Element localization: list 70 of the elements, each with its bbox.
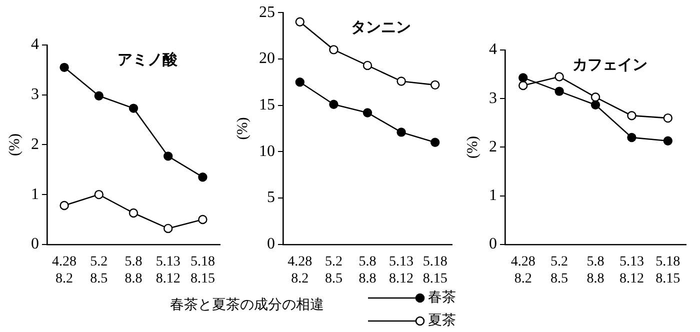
point bbox=[627, 111, 636, 120]
y-tick-label: 2 bbox=[31, 136, 39, 153]
x-tick-label: 5.8 8.8 bbox=[124, 254, 142, 286]
point bbox=[94, 91, 104, 100]
point bbox=[590, 92, 600, 102]
point bbox=[396, 76, 406, 86]
point bbox=[198, 172, 208, 182]
y-tick-label: 0 bbox=[267, 236, 275, 253]
point bbox=[94, 190, 104, 200]
chart-title: アミノ酸 bbox=[117, 50, 178, 68]
point bbox=[554, 86, 564, 96]
legend-label: 夏茶 bbox=[428, 312, 456, 329]
point bbox=[295, 78, 304, 87]
point bbox=[329, 45, 338, 54]
x-tick-label: 5.18 8.15 bbox=[656, 254, 680, 286]
x-tick-label: 5.13 8.12 bbox=[156, 254, 180, 286]
point bbox=[362, 60, 372, 70]
x-tick-label: 5.2 8.5 bbox=[324, 254, 342, 286]
x-tick-label: 4.28 8.2 bbox=[52, 254, 77, 286]
x-tick-label: 5.8 8.8 bbox=[586, 254, 604, 286]
text: 春茶と夏茶の成分の相違 bbox=[170, 296, 324, 314]
point bbox=[627, 132, 636, 142]
x-tick-label: 5.13 8.12 bbox=[619, 254, 644, 286]
y-tick-label: 20 bbox=[259, 50, 275, 68]
x-tick-label: 4.28 8.2 bbox=[510, 254, 536, 286]
point bbox=[663, 113, 672, 123]
point bbox=[198, 214, 208, 224]
y-tick-label: 0 bbox=[489, 236, 497, 253]
y-tick-label: 5 bbox=[267, 189, 275, 206]
point bbox=[430, 138, 440, 148]
point bbox=[430, 80, 440, 90]
y-axis-title: (%) bbox=[234, 117, 251, 140]
y-axis-title: (%) bbox=[464, 136, 481, 158]
x-tick-label: 5.2 8.5 bbox=[90, 254, 108, 286]
y-tick-label: 10 bbox=[259, 142, 275, 160]
y-tick-label: 4 bbox=[31, 36, 39, 54]
y-tick-label: 3 bbox=[489, 90, 497, 107]
point bbox=[396, 128, 406, 137]
y-tick-label: 1 bbox=[31, 186, 39, 203]
y-tick-label: 1 bbox=[489, 187, 497, 204]
x-tick-label: 5.13 8.12 bbox=[389, 254, 414, 286]
point bbox=[60, 62, 69, 72]
x-tick-label: 5.8 8.8 bbox=[358, 254, 376, 286]
point bbox=[164, 152, 173, 161]
point bbox=[164, 224, 173, 234]
x-tick-label: 4.28 8.2 bbox=[288, 254, 312, 286]
point bbox=[128, 104, 138, 113]
y-axis-title: (%) bbox=[6, 133, 23, 156]
point bbox=[295, 17, 304, 26]
chart-title: タンニン bbox=[351, 18, 412, 36]
point bbox=[518, 80, 528, 90]
point bbox=[663, 136, 672, 146]
y-tick-label: 25 bbox=[259, 4, 275, 21]
point bbox=[362, 108, 372, 118]
y-tick-label: 3 bbox=[31, 86, 39, 104]
x-tick-label: 5.2 8.5 bbox=[550, 254, 568, 286]
y-tick-label: 0 bbox=[31, 236, 39, 253]
y-tick-label: 15 bbox=[259, 96, 275, 114]
legend-label: 春茶 bbox=[428, 290, 456, 306]
point bbox=[554, 72, 564, 82]
point bbox=[329, 100, 338, 109]
y-tick-label: 2 bbox=[489, 138, 497, 156]
x-tick-label: 5.18 8.15 bbox=[190, 254, 215, 286]
point bbox=[60, 200, 69, 210]
point bbox=[518, 73, 528, 82]
chart-title: カフェイン bbox=[572, 55, 648, 74]
y-tick-label: 4 bbox=[489, 41, 497, 58]
point bbox=[590, 100, 600, 110]
point bbox=[128, 208, 138, 218]
x-tick-label: 5.18 8.15 bbox=[422, 254, 448, 286]
